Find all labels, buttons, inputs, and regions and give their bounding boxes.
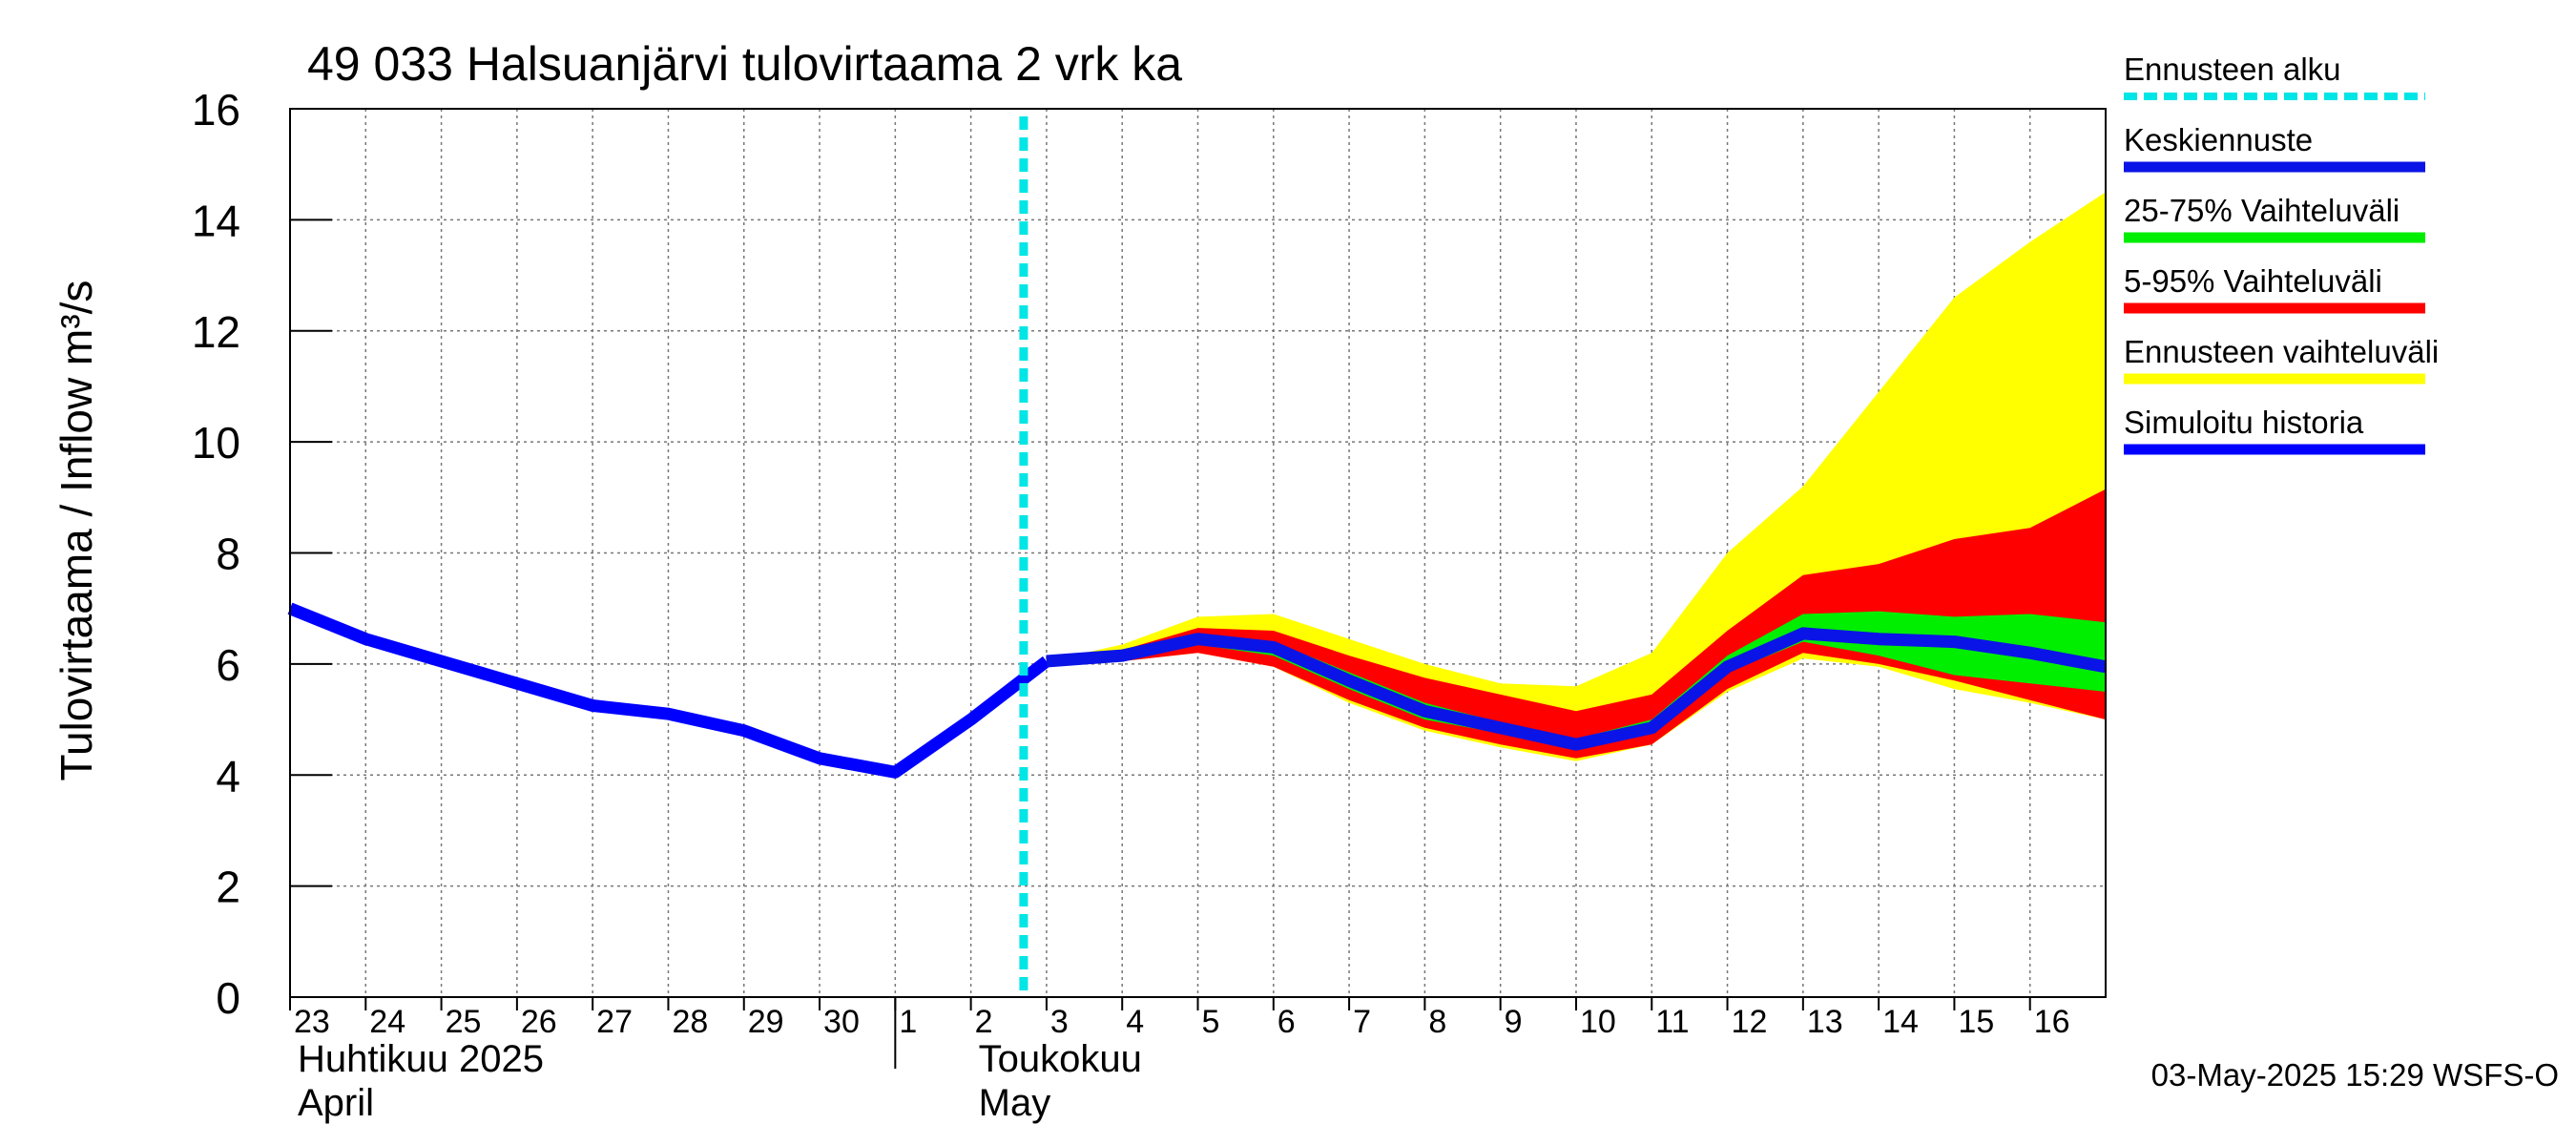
x-tick-label: 27 [596, 1004, 633, 1040]
x-tick-label: 4 [1126, 1004, 1144, 1040]
band-25-75-vaihteluv-li [1046, 611, 2106, 751]
x-tick-label: 5 [1202, 1004, 1220, 1040]
x-tick-label: 25 [446, 1004, 482, 1040]
forecast-bands [1046, 192, 2106, 761]
x-tick-label: 28 [672, 1004, 708, 1040]
month-label: Huhtikuu 2025 [298, 1038, 544, 1080]
x-tick-label: 24 [369, 1004, 405, 1040]
x-tick-label: 2 [975, 1004, 993, 1040]
chart-title: 49 033 Halsuanjärvi tulovirtaama 2 vrk k… [307, 37, 1182, 91]
x-tick-label: 8 [1428, 1004, 1446, 1040]
legend-label: Simuloitu historia [2124, 405, 2364, 440]
x-axis: 23 24 25 26 27 28 29 30 1 2 3 4 5 6 7 8 9 10 11 12 13 14 15 16H… [289, 997, 2070, 1124]
y-tick-label: 0 [216, 973, 240, 1023]
x-tick-label: 26 [521, 1004, 557, 1040]
x-tick-label: 10 [1580, 1004, 1616, 1040]
x-tick-label: 14 [1882, 1004, 1919, 1040]
x-tick-label: 1 [899, 1004, 917, 1040]
x-tick-label: 23 [294, 1004, 330, 1040]
x-tick-label: 16 [2034, 1004, 2070, 1040]
y-tick-label: 6 [216, 640, 240, 690]
x-tick-label: 29 [748, 1004, 784, 1040]
legend-label: 25-75% Vaihteluväli [2124, 193, 2399, 228]
x-tick-label: 30 [823, 1004, 860, 1040]
x-tick-label: 9 [1505, 1004, 1523, 1040]
x-tick-label: 12 [1732, 1004, 1768, 1040]
y-tick-label: 4 [216, 751, 240, 801]
y-tick-label: 8 [216, 530, 240, 579]
y-tick-label: 10 [192, 418, 240, 468]
x-tick-label: 6 [1278, 1004, 1296, 1040]
y-axis: 0 2 4 6 8 10 12 14 16 [192, 85, 332, 1023]
x-tick-label: 15 [1958, 1004, 1994, 1040]
y-axis-label: Tulovirtaama / Inflow m³/s [52, 281, 101, 781]
month-label-en: April [298, 1082, 374, 1124]
y-tick-label: 12 [192, 307, 240, 357]
x-tick-label: 13 [1807, 1004, 1843, 1040]
y-tick-label: 2 [216, 863, 240, 912]
x-tick-label: 3 [1050, 1004, 1069, 1040]
y-tick-label: 16 [192, 85, 240, 135]
y-tick-label: 14 [192, 196, 240, 245]
line-simuloitu-historia [287, 602, 1050, 779]
legend-label: Keskiennuste [2124, 122, 2313, 157]
legend: Ennusteen alku Keskiennuste 25-75% Vaihtel… [2124, 52, 2439, 455]
month-label: Toukokuu [979, 1038, 1142, 1080]
legend-label: Ennusteen alku [2124, 52, 2341, 87]
plot-area [287, 108, 2108, 998]
x-tick-label: 7 [1353, 1004, 1371, 1040]
flow-lines [287, 602, 2108, 779]
line-keskiennuste [1046, 627, 2108, 751]
timestamp: 03-May-2025 15:29 WSFS-O [2151, 1057, 2559, 1093]
month-label-en: May [979, 1082, 1051, 1124]
x-tick-label: 11 [1655, 1004, 1689, 1040]
legend-label: Ennusteen vaihteluväli [2124, 334, 2439, 369]
legend-label: 5-95% Vaihteluväli [2124, 263, 2382, 299]
